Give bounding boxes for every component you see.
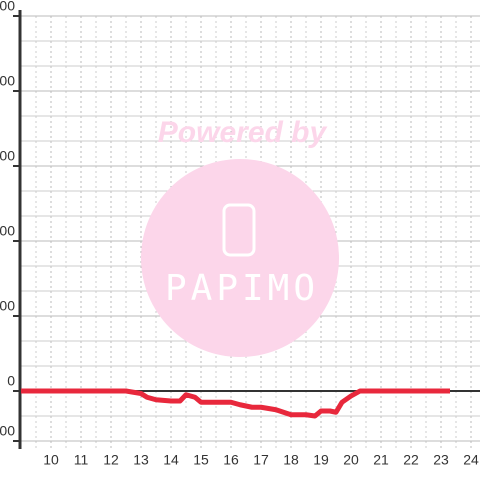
y-tick-label: 0 — [7, 373, 15, 389]
y-tick-label: 30,000 — [0, 298, 15, 314]
x-tick-label: 22 — [403, 452, 419, 468]
x-tick-label: 14 — [163, 452, 179, 468]
x-tick-label: 23 — [433, 452, 449, 468]
watermark-icon — [222, 203, 256, 257]
watermark-text: PAPIMO — [165, 268, 319, 309]
x-tick-label: 11 — [74, 452, 89, 468]
y-tick-label: -20,000 — [0, 423, 15, 439]
x-tick-label: 21 — [373, 452, 389, 468]
x-tick-label: 20 — [343, 452, 359, 468]
watermark-text: Powered by — [158, 116, 328, 149]
x-tick-label: 16 — [223, 452, 239, 468]
x-tick-label: 10 — [43, 452, 59, 468]
data-line — [21, 388, 450, 419]
x-tick-label: 18 — [283, 452, 299, 468]
y-tick-label: 150,000 — [0, 0, 15, 14]
x-tick-label: 12 — [103, 452, 119, 468]
x-tick-label: 19 — [313, 452, 329, 468]
watermark-circle — [141, 159, 339, 357]
x-tick-label: 24 — [463, 452, 479, 468]
x-tick-label: 15 — [193, 452, 209, 468]
x-tick-label: 13 — [133, 452, 149, 468]
y-tick-label: 90,000 — [0, 148, 15, 164]
x-tick-label: 17 — [253, 452, 269, 468]
y-tick-label: 120,000 — [0, 73, 15, 89]
y-tick-label: 60,000 — [0, 223, 15, 239]
